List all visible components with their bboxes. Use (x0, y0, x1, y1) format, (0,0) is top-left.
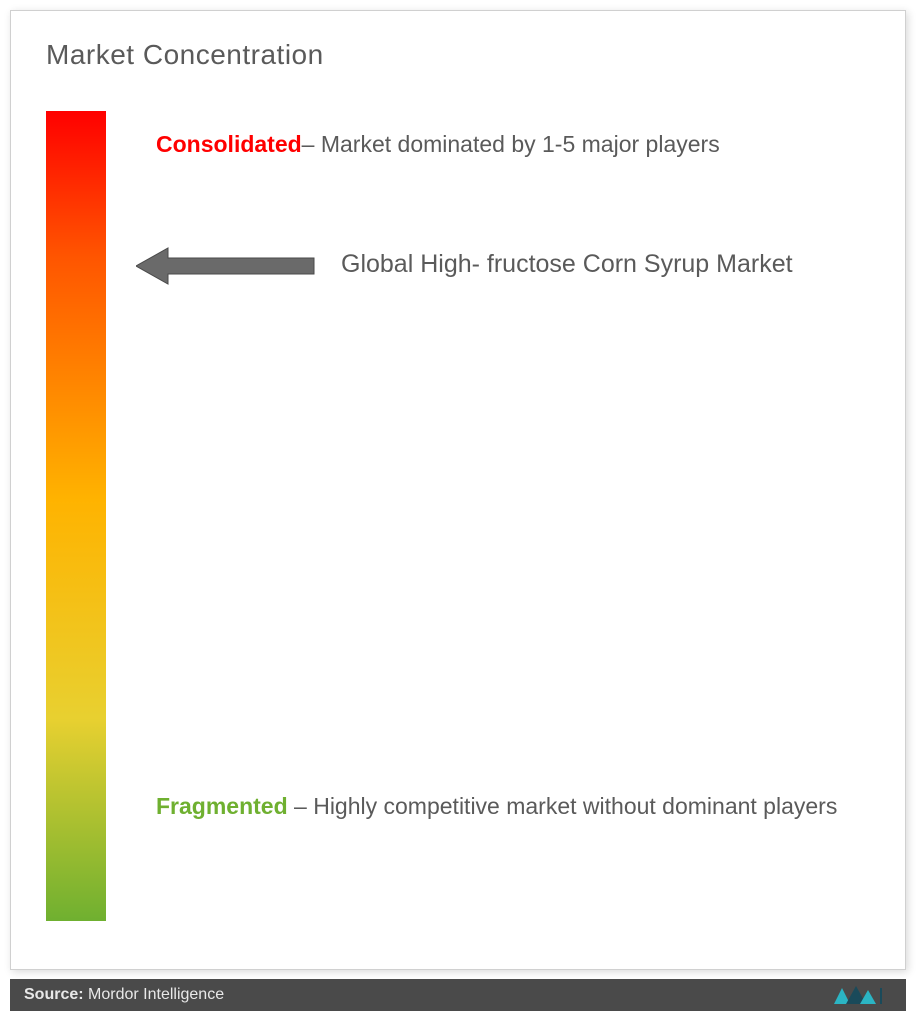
source-label: Source: (24, 986, 84, 1003)
source-value: Mordor Intelligence (84, 986, 225, 1003)
page-title: Market Concentration (46, 39, 324, 71)
mordor-logo-icon (832, 984, 892, 1006)
consolidated-section: Consolidated– Market dominated by 1-5 ma… (156, 131, 865, 158)
consolidated-description: – Market dominated by 1-5 major players (302, 131, 720, 157)
fragmented-section: Fragmented – Highly competitive market w… (156, 781, 865, 832)
concentration-gradient-bar (46, 111, 106, 921)
fragmented-description: – Highly competitive market without domi… (288, 793, 838, 819)
source-attribution: Source: Mordor Intelligence (24, 986, 224, 1004)
market-pointer-section: Global High- fructose Corn Syrup Market (136, 246, 793, 286)
market-name-label: Global High- fructose Corn Syrup Market (341, 246, 793, 284)
arrow-left-icon (136, 246, 316, 286)
consolidated-label: Consolidated (156, 131, 302, 157)
footer-bar: Source: Mordor Intelligence (10, 979, 906, 1011)
fragmented-label: Fragmented (156, 793, 288, 819)
infographic-container: Market Concentration Consolidated– Marke… (10, 10, 906, 970)
